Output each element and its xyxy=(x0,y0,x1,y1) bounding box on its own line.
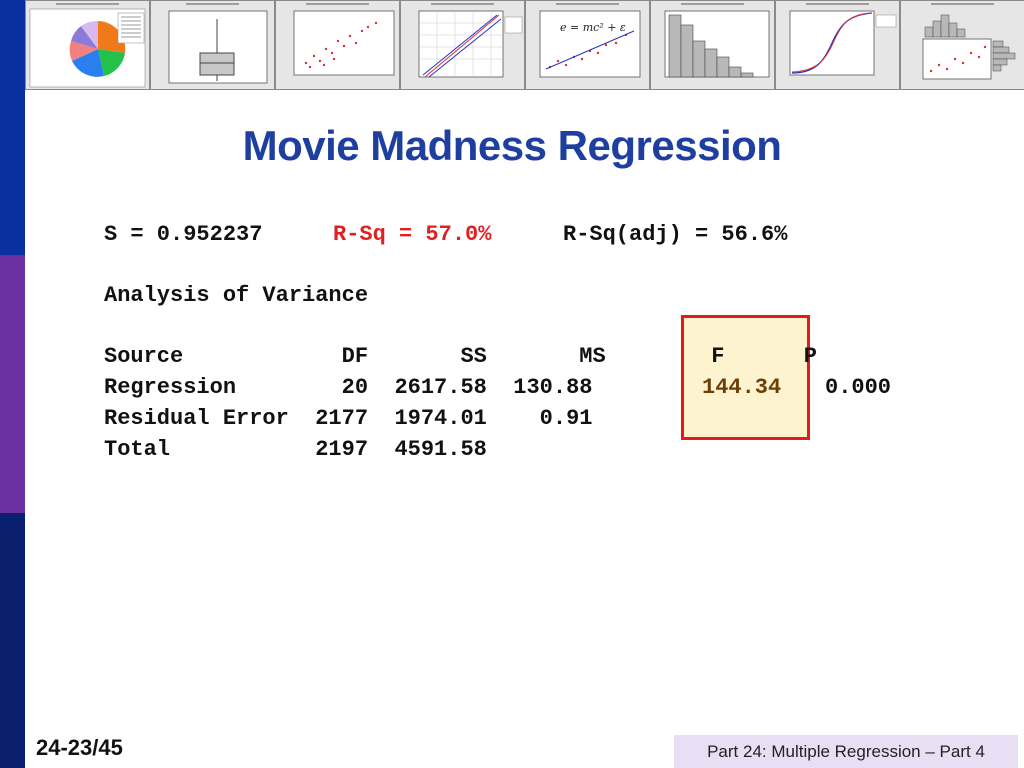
side-bar-bottom xyxy=(0,513,25,768)
empirical-cdf-thumbnail xyxy=(775,0,900,90)
regression-scatter-thumbnail: e = mc² + ε xyxy=(525,0,650,90)
anova-row-total: Total 2197 4591.58 xyxy=(104,437,487,462)
r-squared-adjusted: R-Sq(adj) = 56.6% xyxy=(563,222,788,247)
p-value: 0.000 xyxy=(825,375,892,400)
anova-row-residual-error: Residual Error 2177 1974.01 0.91 xyxy=(104,406,593,431)
slide-title: Movie Madness Regression xyxy=(242,122,782,169)
pie-chart-thumbnail xyxy=(25,0,150,90)
boxplot-thumbnail xyxy=(150,0,275,90)
anova-heading: Analysis of Variance xyxy=(104,283,369,308)
chart-thumbnail-strip: e = mc² + ε xyxy=(25,0,1024,90)
f-statistic-value: 144.34 xyxy=(702,375,782,400)
side-bar-middle xyxy=(0,255,25,513)
histogram-thumbnail xyxy=(650,0,775,90)
r-squared: R-Sq = 57.0% xyxy=(333,222,492,247)
probability-plot-thumbnail xyxy=(400,0,525,90)
marginal-plot-thumbnail xyxy=(900,0,1024,90)
side-bar-top xyxy=(0,0,25,255)
scatterplot-thumbnail xyxy=(275,0,400,90)
slide-footer: Part 24: Multiple Regression – Part 4 xyxy=(674,735,1018,768)
anova-header-row: Source DF SS MS F P xyxy=(104,344,817,369)
slide-number: 24-23/45 xyxy=(36,735,123,760)
s-statistic: S = 0.952237 xyxy=(104,222,263,247)
anova-row-regression: Regression 20 2617.58 130.88 xyxy=(104,375,593,400)
f-statistic-highlight xyxy=(681,315,810,440)
formula-label: e = mc² + ε xyxy=(560,21,626,34)
